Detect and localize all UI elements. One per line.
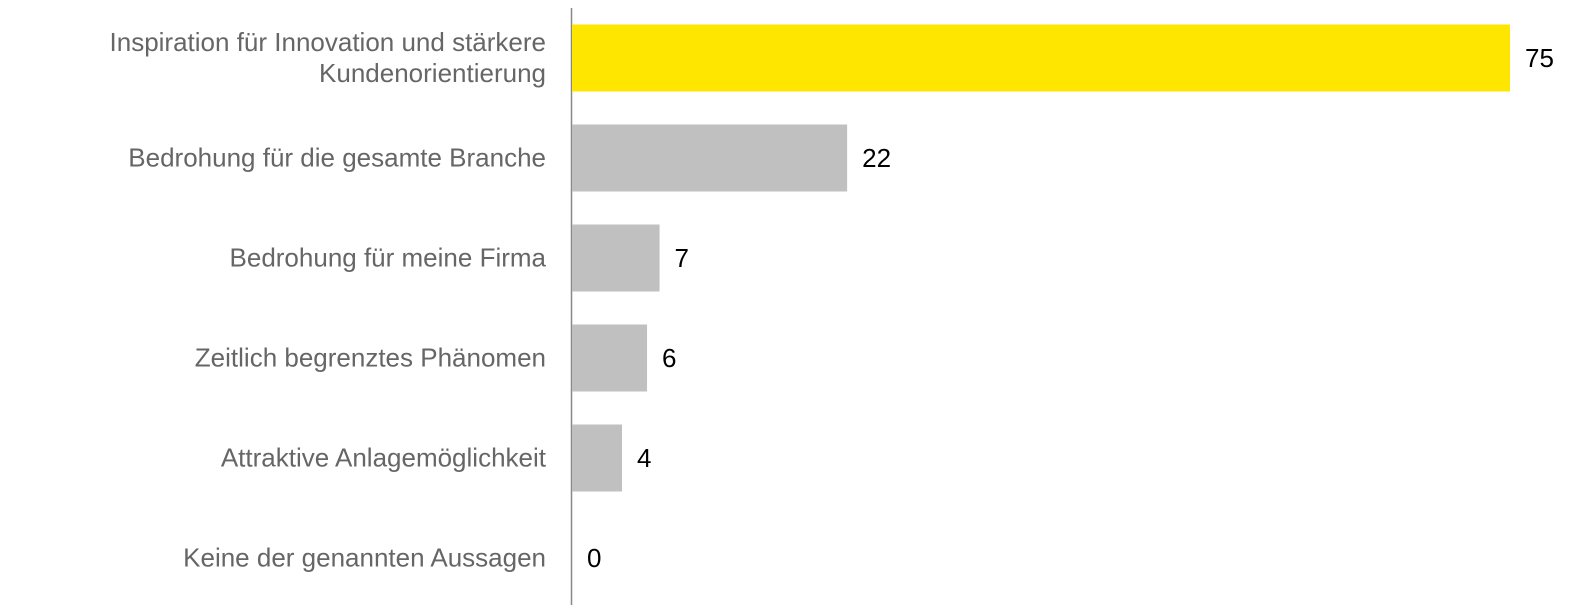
category-label: Keine der genannten Aussagen bbox=[183, 542, 546, 573]
category-label: Bedrohung für meine Firma bbox=[229, 242, 546, 273]
bar bbox=[572, 424, 623, 492]
category-label: Zeitlich begrenztes Phänomen bbox=[194, 342, 546, 373]
category-label: Bedrohung für die gesamte Branche bbox=[128, 142, 546, 173]
value-label: 22 bbox=[862, 143, 892, 173]
value-label: 7 bbox=[674, 243, 689, 273]
bar bbox=[572, 24, 1510, 92]
value-label: 6 bbox=[662, 343, 677, 373]
value-label: 4 bbox=[637, 443, 652, 473]
value-label: 75 bbox=[1525, 43, 1554, 73]
bar bbox=[572, 224, 660, 292]
bar bbox=[572, 324, 648, 392]
value-label: 0 bbox=[587, 543, 602, 573]
category-label: Inspiration für Innovation und stärkere … bbox=[109, 27, 546, 88]
category-label: Attraktive Anlagemöglichkeit bbox=[220, 442, 546, 473]
bar bbox=[572, 124, 848, 192]
